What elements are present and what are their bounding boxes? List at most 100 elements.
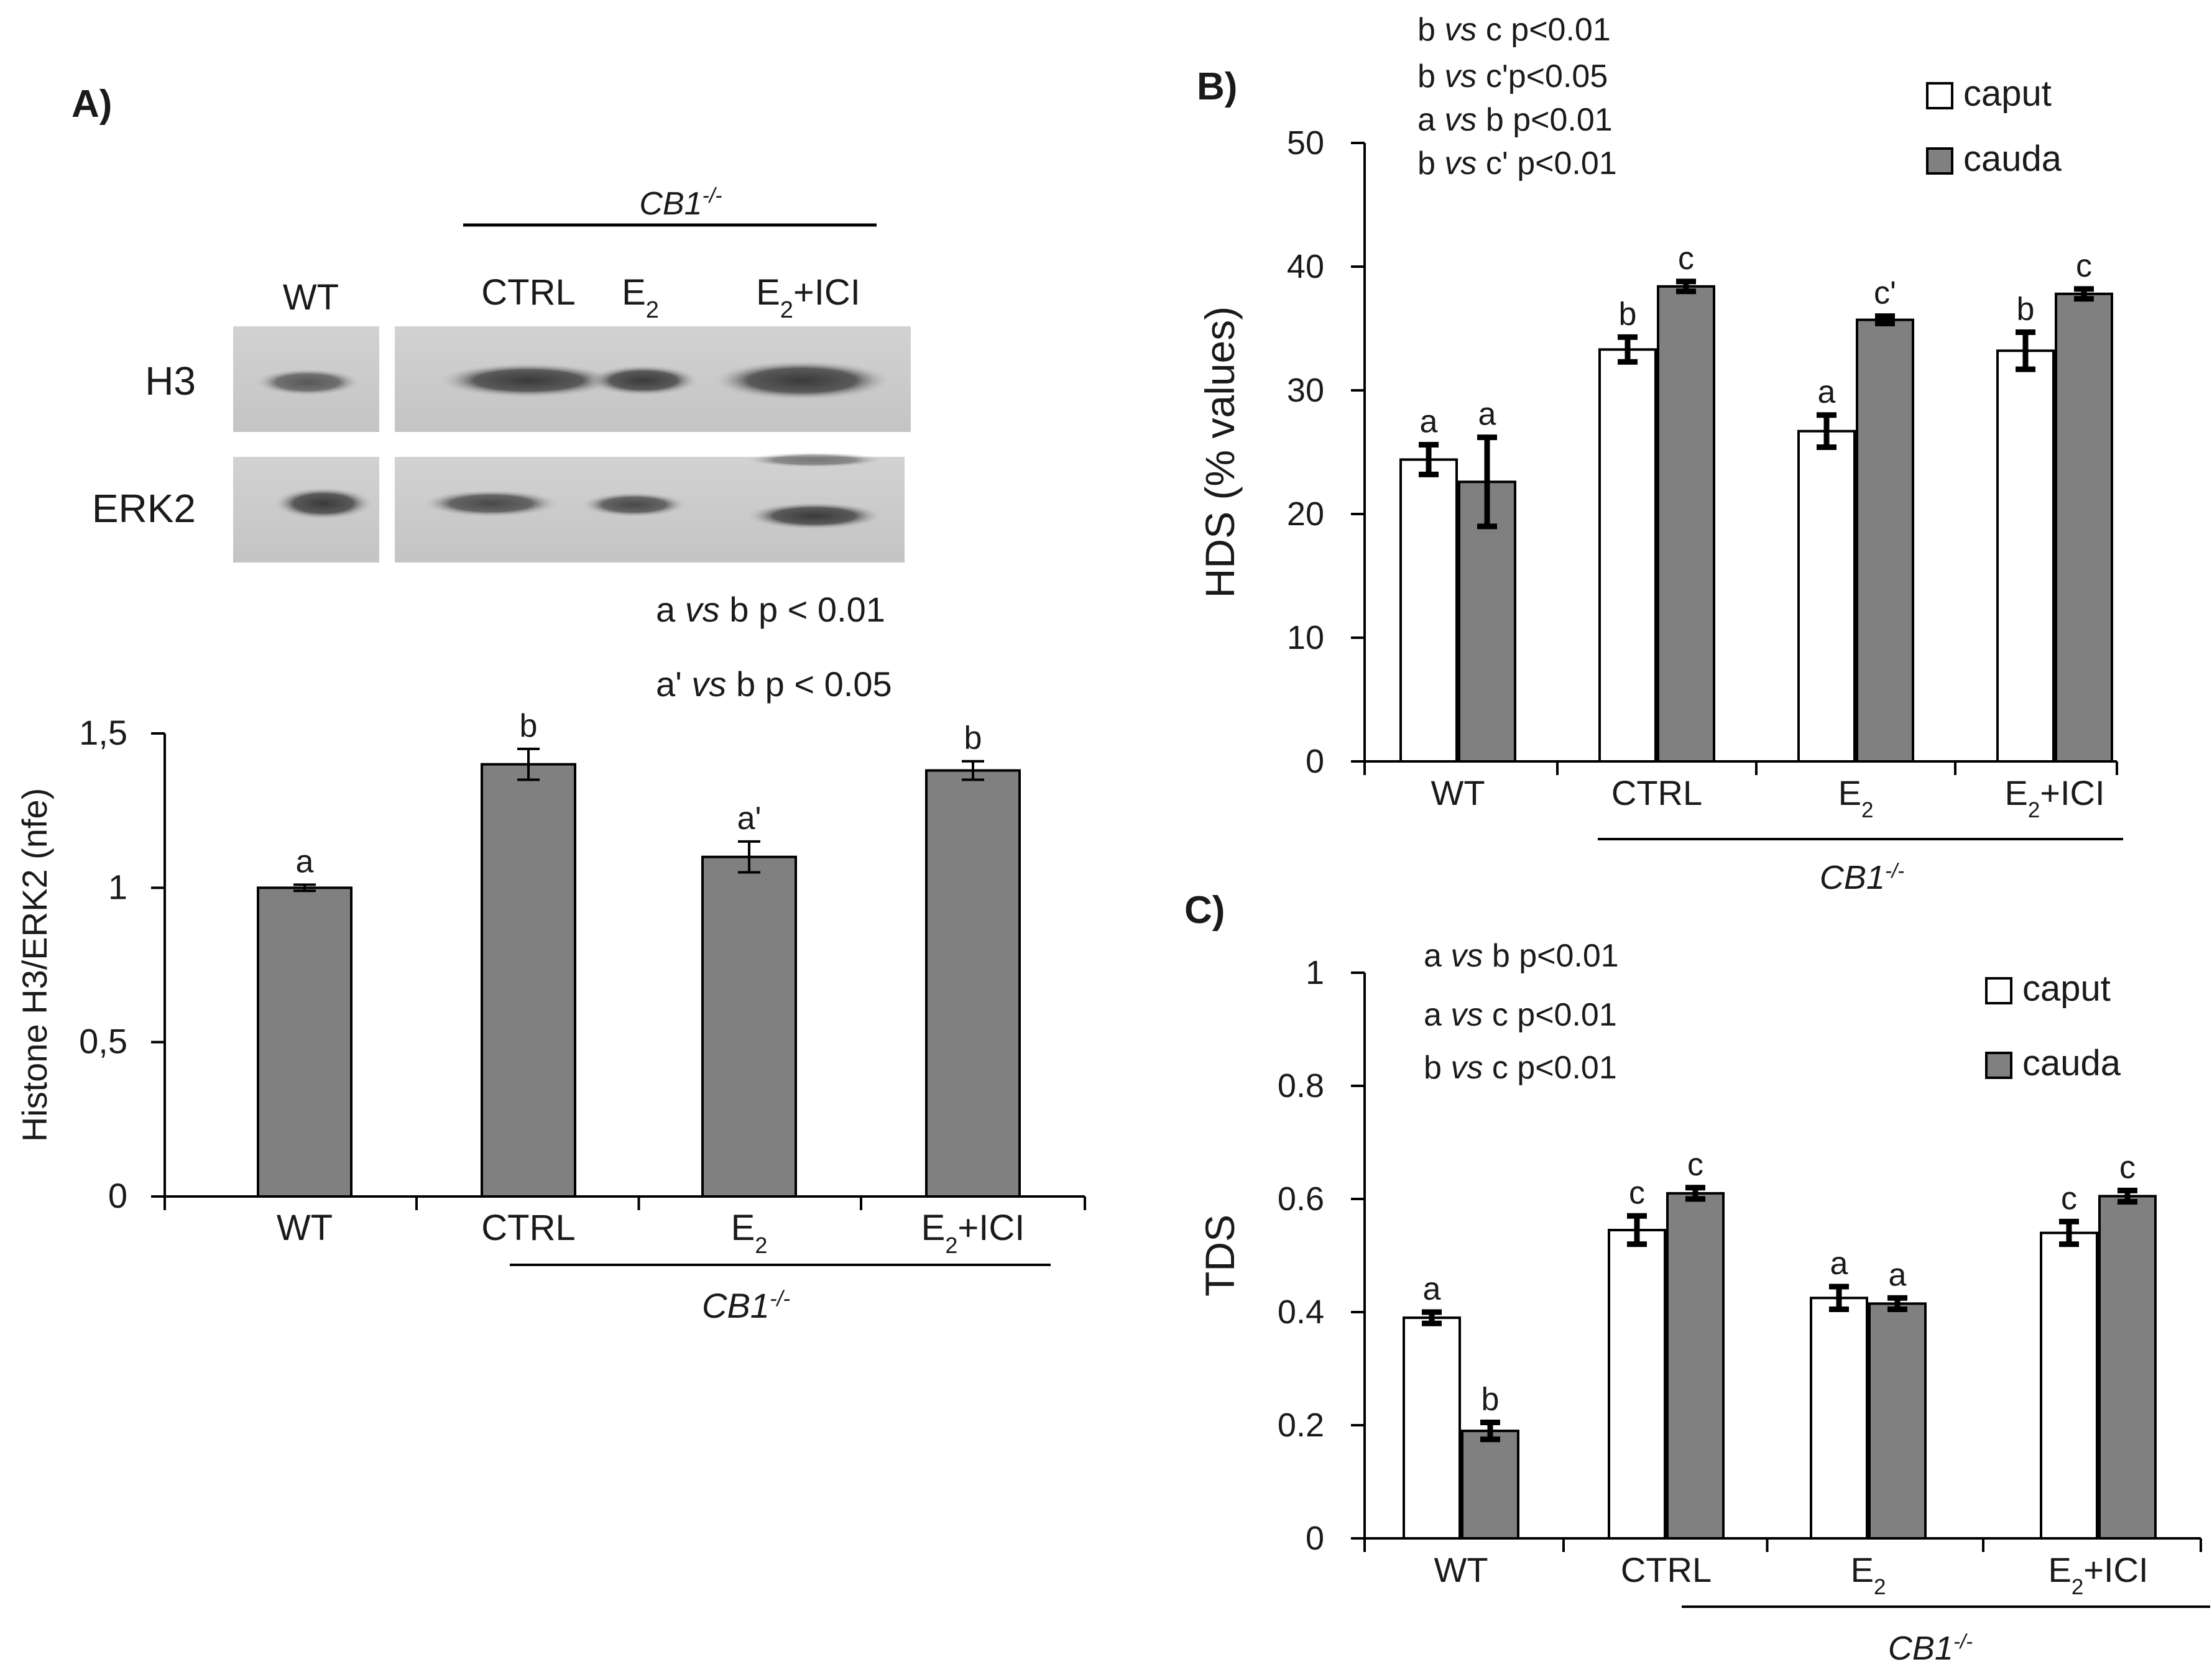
x-category-label: E2+ICI <box>2004 773 2104 822</box>
significance-annotation: a vs b p < 0.01 <box>656 590 885 629</box>
y-tick-label: 0.4 <box>1278 1293 1324 1331</box>
significance-letter: b <box>2017 291 2035 327</box>
bar <box>1996 349 2055 763</box>
x-category-label: E2 <box>731 1208 768 1258</box>
blot-lane-ctrl: CTRL <box>481 272 575 313</box>
y-tick-label: 20 <box>1287 495 1324 533</box>
significance-annotation: a' vs b p < 0.05 <box>656 664 892 704</box>
y-tick-label: 10 <box>1287 619 1324 656</box>
y-tick-label: 40 <box>1287 248 1324 285</box>
bar <box>1399 458 1458 763</box>
legend-swatch <box>1926 82 1953 109</box>
significance-letter: c <box>2119 1149 2136 1185</box>
bar <box>1608 1229 1666 1540</box>
band-erk2-e2 <box>581 492 687 517</box>
significance-annotation: b vs c p<0.01 <box>1417 12 1611 48</box>
y-axis-label: HDS (% values) <box>1197 306 1243 598</box>
bar <box>1666 1192 1725 1540</box>
significance-letter: a <box>296 843 314 879</box>
significance-letter: a <box>1478 397 1496 433</box>
bar <box>1657 285 1715 763</box>
significance-letter: b <box>1619 296 1637 332</box>
x-category-label: WT <box>1431 773 1485 812</box>
significance-letter: c <box>1687 1147 1703 1183</box>
significance-annotation: b vs c'p<0.05 <box>1417 58 1608 94</box>
bar <box>2040 1231 2098 1540</box>
significance-letter: c <box>2076 248 2092 284</box>
band-erk2-e2-ici <box>746 502 883 530</box>
band-erk2-e2-ici-upper <box>746 452 883 467</box>
legend-swatch <box>1926 147 1953 175</box>
bar <box>257 886 353 1198</box>
legend-label: cauda <box>1963 139 2062 179</box>
significance-annotation: a vs c p<0.01 <box>1424 997 1617 1033</box>
bar <box>1461 1430 1519 1540</box>
bar <box>1403 1316 1461 1540</box>
bar <box>1797 429 1856 763</box>
band-h3-e2 <box>588 365 699 396</box>
x-category-label: E2 <box>1851 1550 1886 1599</box>
bar <box>701 855 797 1198</box>
x-category-label: E2 <box>1838 773 1874 822</box>
significance-letter: b <box>1482 1381 1500 1417</box>
significance-letter: a <box>1830 1246 1848 1282</box>
bar <box>1856 318 1914 763</box>
bar <box>1868 1302 1927 1540</box>
band-h3-wt <box>255 369 361 396</box>
blot-group-label: CB1-/- <box>639 184 722 222</box>
significance-letter: a <box>1889 1257 1907 1293</box>
band-h3-e2-ici <box>712 360 892 400</box>
panel-c-label: C) <box>1184 889 1225 932</box>
legend-label: cauda <box>2022 1043 2121 1083</box>
significance-letter: a <box>1420 404 1438 440</box>
significance-letter: c <box>1678 241 1694 277</box>
y-tick-label: 1 <box>108 867 127 906</box>
significance-letter: b <box>964 720 982 756</box>
significance-letter: c <box>2061 1180 2077 1216</box>
y-tick-label: 0 <box>108 1176 127 1215</box>
y-tick-label: 0 <box>1306 1520 1324 1557</box>
significance-letter: c <box>1629 1175 1645 1211</box>
x-category-label: CTRL <box>1611 773 1702 812</box>
significance-letter: a <box>1423 1271 1441 1307</box>
blot-lane-wt: WT <box>283 277 339 318</box>
bar <box>925 769 1021 1198</box>
significance-letter: a' <box>737 801 762 837</box>
significance-annotation: b vs c' p<0.01 <box>1417 145 1617 181</box>
legend-swatch <box>1985 977 2012 1004</box>
y-axis-label: TDS <box>1197 1215 1243 1297</box>
significance-annotation: a vs b p<0.01 <box>1417 102 1613 138</box>
group-label: CB1-/- <box>1888 1630 1973 1667</box>
significance-annotation: b vs c p<0.01 <box>1424 1050 1617 1086</box>
y-tick-label: 1,5 <box>79 713 127 752</box>
x-category-label: CTRL <box>481 1208 575 1248</box>
x-category-label: WT <box>1434 1550 1488 1589</box>
bar <box>2098 1195 2157 1540</box>
y-axis-label: Histone H3/ERK2 (nfe) <box>15 788 54 1142</box>
legend-label: caput <box>2022 968 2111 1009</box>
significance-letter: c' <box>1874 275 1896 311</box>
y-tick-label: 30 <box>1287 372 1324 409</box>
legend-swatch <box>1985 1052 2012 1079</box>
group-label: CB1-/- <box>702 1286 790 1325</box>
blot-lane-e2: E2 <box>622 272 659 323</box>
y-tick-label: 1 <box>1306 954 1324 991</box>
group-label: CB1-/- <box>1820 859 1904 897</box>
significance-letter: b <box>520 708 538 744</box>
bar <box>1810 1297 1868 1540</box>
bar <box>481 763 576 1198</box>
blot-lane-e2-ici: E2+ICI <box>756 272 860 323</box>
y-tick-label: 0,5 <box>79 1022 127 1061</box>
legend-label: caput <box>1963 73 2052 114</box>
bar <box>1598 348 1657 763</box>
chart-panel-b: 0 10 20 30 40 50 HDS (% values) a b a b a c c' c WT CTRL… <box>1197 12 2123 896</box>
blot-row-erk2: ERK2 <box>92 486 196 531</box>
significance-letter: a <box>1818 374 1836 410</box>
panel-b-label: B) <box>1197 65 1237 108</box>
y-tick-label: 50 <box>1287 124 1324 162</box>
band-erk2-ctrl <box>423 490 560 517</box>
y-tick-label: 0.8 <box>1278 1067 1324 1104</box>
significance-annotation: a vs b p<0.01 <box>1424 938 1619 974</box>
x-category-label: WT <box>277 1208 333 1248</box>
